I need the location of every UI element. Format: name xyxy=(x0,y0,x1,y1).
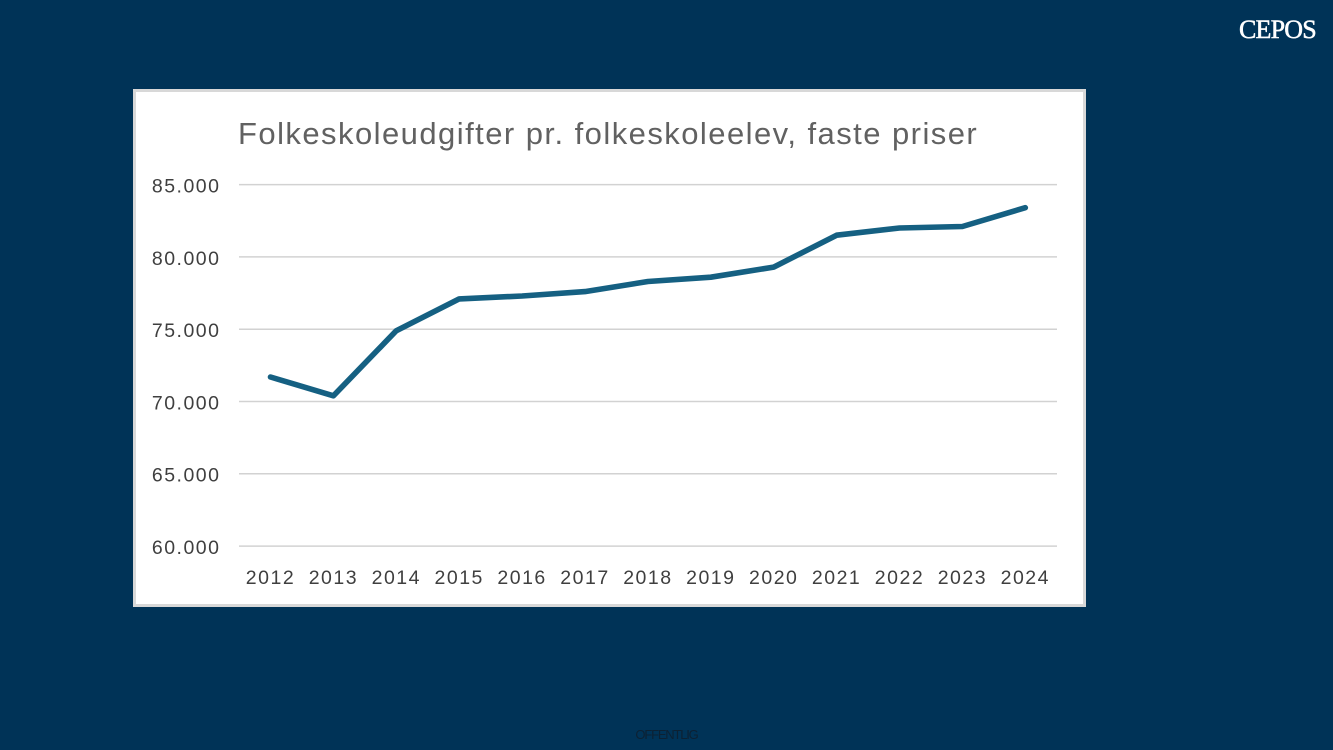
svg-text:2017: 2017 xyxy=(560,567,609,589)
svg-text:75.000: 75.000 xyxy=(152,320,221,342)
svg-text:60.000: 60.000 xyxy=(152,537,221,559)
svg-text:2012: 2012 xyxy=(246,567,295,589)
svg-text:2015: 2015 xyxy=(435,567,484,589)
svg-text:2018: 2018 xyxy=(623,567,672,589)
svg-text:2024: 2024 xyxy=(1001,567,1050,589)
svg-text:2019: 2019 xyxy=(686,567,735,589)
svg-text:65.000: 65.000 xyxy=(152,465,221,487)
svg-text:2021: 2021 xyxy=(812,567,861,589)
svg-text:85.000: 85.000 xyxy=(152,176,221,198)
svg-text:2013: 2013 xyxy=(309,567,358,589)
svg-text:2016: 2016 xyxy=(497,567,546,589)
svg-text:2014: 2014 xyxy=(372,567,421,589)
svg-text:2023: 2023 xyxy=(938,567,987,589)
svg-text:70.000: 70.000 xyxy=(152,392,221,414)
svg-text:2020: 2020 xyxy=(749,567,798,589)
svg-text:80.000: 80.000 xyxy=(152,248,221,270)
svg-text:2022: 2022 xyxy=(875,567,924,589)
